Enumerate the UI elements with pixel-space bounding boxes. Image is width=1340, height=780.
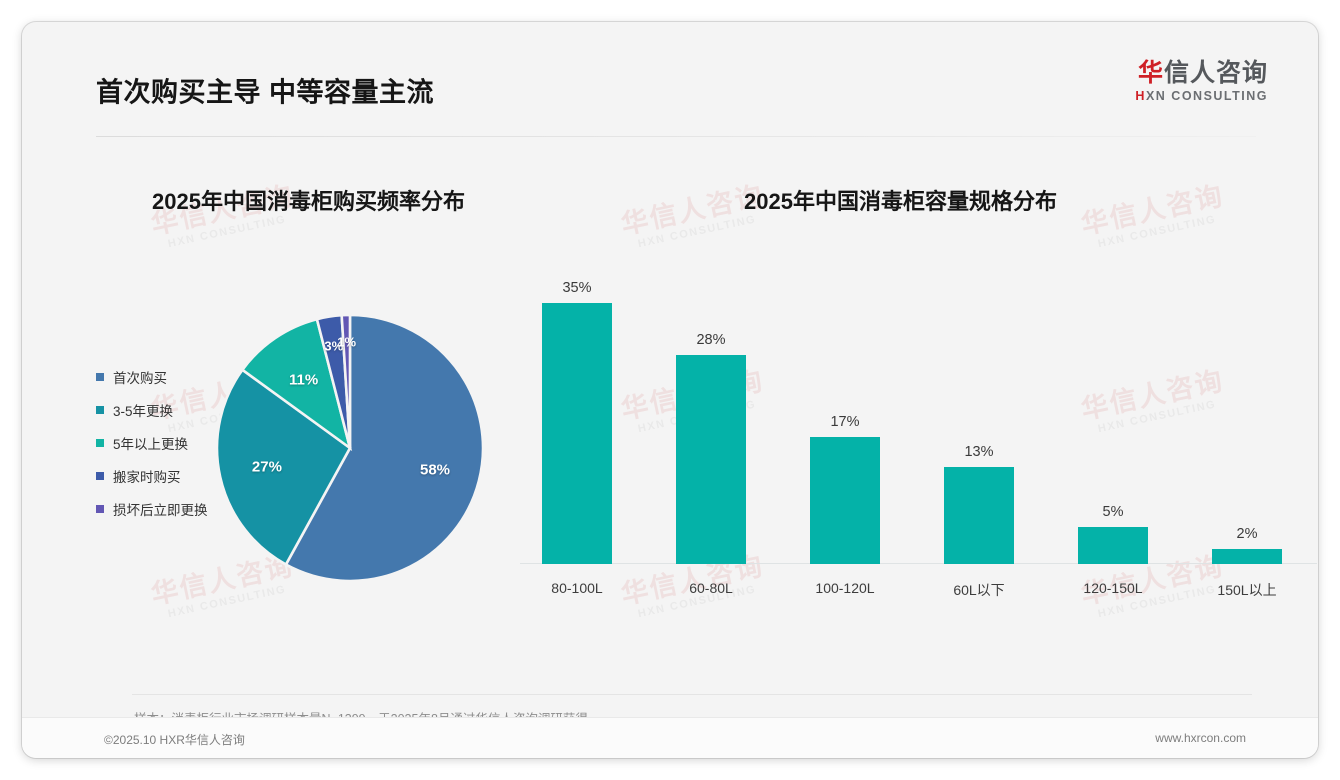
bar-rect[interactable] <box>1078 526 1148 564</box>
bar-value-label: 28% <box>696 332 726 349</box>
bar-value-label: 5% <box>1102 503 1124 520</box>
legend-label: 首次购买 <box>113 370 167 386</box>
legend-item[interactable]: 5年以上更换 <box>96 426 208 459</box>
pie-slice-label: 58% <box>420 461 451 479</box>
legend-item[interactable]: 3-5年更换 <box>96 393 208 426</box>
logo-en-rest: XN CONSULTING <box>1145 89 1268 104</box>
pie-legend: 首次购买 3-5年更换 5年以上更换 搬家时购买损坏后立即更换 <box>96 360 208 525</box>
bar-category-label: 120-150L <box>1083 580 1143 596</box>
pie-slice-label: 1% <box>337 334 357 350</box>
pie-slice-label: 27% <box>251 458 282 476</box>
pie-slice[interactable] <box>240 317 353 452</box>
pie-chart: 58% 27% 11% 3% 1% <box>214 312 486 584</box>
company-logo: 华信人咨询 HXN CONSULTING <box>1135 60 1268 103</box>
bar-rect[interactable] <box>542 303 612 564</box>
slide-canvas: 华信人咨询 HXN CONSULTING 华信人咨询 HXN CONSULTING 华信… <box>22 22 1318 758</box>
pie-slice[interactable] <box>340 313 352 449</box>
slide-header: 首次购买主导 中等容量主流 华信人咨询 HXN CONSULTING <box>22 22 1318 130</box>
legend-item[interactable]: 搬家时购买 <box>96 459 208 492</box>
bar-category-label: 100-120L <box>815 580 875 596</box>
bar-value-label: 13% <box>964 444 994 461</box>
legend-item[interactable]: 损坏后立即更换 <box>96 492 208 525</box>
bar-category-label: 80-100L <box>551 580 603 596</box>
bar-value-label: 35% <box>562 280 592 297</box>
bar-value-label: 2% <box>1236 526 1258 543</box>
pie-slice[interactable] <box>215 368 352 567</box>
website-link[interactable]: www.hxrcon.com <box>1155 731 1246 745</box>
bar-category-label: 150L以上 <box>1217 582 1277 598</box>
bar-rect[interactable] <box>944 467 1014 564</box>
header-divider <box>96 136 1256 137</box>
legend-swatch-icon <box>96 504 104 513</box>
copyright-text: ©2025.10 HXR华信人咨询 <box>104 733 245 747</box>
bar-rect[interactable] <box>1212 549 1282 564</box>
legend-label: 5年以上更换 <box>113 436 189 452</box>
legend-label: 3-5年更换 <box>113 403 174 419</box>
logo-en-accent: H <box>1135 89 1146 104</box>
bar-value-label: 17% <box>830 414 860 431</box>
source-divider <box>132 694 1252 695</box>
logo-accent-char: 华 <box>1137 59 1164 87</box>
charts-region: 2025年中国消毒柜购买频率分布 2025年中国消毒柜容量规格分布 首次购买 3-… <box>22 140 1318 680</box>
pie-chart-svg <box>215 313 485 583</box>
legend-swatch-icon <box>96 405 104 414</box>
pie-slice[interactable] <box>284 313 485 583</box>
footer-bar: ©2025.10 HXR华信人咨询 www.hxrcon.com <box>22 717 1318 758</box>
legend-swatch-icon <box>96 471 104 480</box>
logo-english-text: HXN CONSULTING <box>1135 89 1268 103</box>
bar-rect[interactable] <box>676 355 746 564</box>
bar-category-label: 60-80L <box>689 580 733 596</box>
bar-chart-title: 2025年中国消毒柜容量规格分布 <box>744 189 1057 214</box>
legend-swatch-icon <box>96 372 104 381</box>
logo-rest-chars: 信人咨询 <box>1163 59 1268 87</box>
bar-chart: 35% 80-100L 28% 60-80L 17% 100-120L 13% 60L以下 5%… <box>520 266 1318 598</box>
legend-label: 搬家时购买 <box>113 469 181 485</box>
legend-item[interactable]: 首次购买 <box>96 360 208 393</box>
legend-swatch-icon <box>96 438 104 447</box>
bar-category-label: 60L以下 <box>953 582 1005 598</box>
pie-slice-label: 11% <box>289 371 319 389</box>
legend-label: 损坏后立即更换 <box>113 502 208 518</box>
logo-chinese-text: 华信人咨询 <box>1135 60 1268 86</box>
page-title: 首次购买主导 中等容量主流 <box>96 77 435 108</box>
bar-rect[interactable] <box>810 437 880 564</box>
pie-slice-label: 3% <box>324 338 344 354</box>
bar-axis-line <box>520 562 1317 564</box>
pie-chart-title: 2025年中国消毒柜购买频率分布 <box>152 189 465 214</box>
